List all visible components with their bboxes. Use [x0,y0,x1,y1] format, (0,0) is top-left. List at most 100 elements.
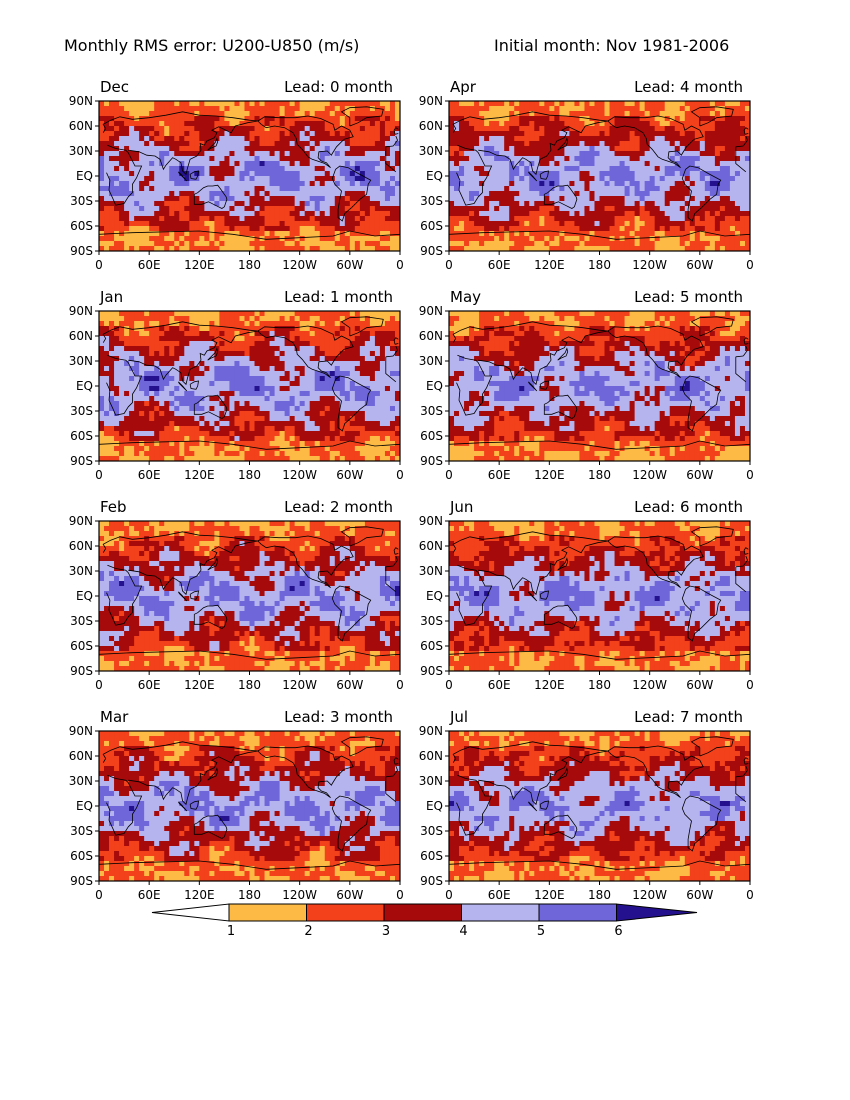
field-cell [249,556,256,562]
field-cell [99,541,105,547]
field-cell [184,196,190,202]
field-cell [359,236,366,242]
field-cell [189,106,195,112]
field-cell [219,586,226,592]
field-cell [319,596,326,602]
field-cell [264,441,271,447]
field-cell [134,526,140,532]
field-cell [249,426,256,432]
field-cell [184,116,190,122]
field-cell [309,581,316,587]
field-cell [159,356,165,362]
field-cell [349,166,356,172]
coastline-path [393,337,399,345]
field-cell [299,541,306,547]
field-cell [119,541,125,547]
field-cell [344,311,351,317]
field-cell [359,211,366,217]
field-cell [124,601,130,607]
field-cell [364,601,371,607]
field-cell [119,436,125,442]
field-cell [204,321,210,327]
field-cell [289,456,296,461]
field-cell [269,136,276,142]
field-cell [254,191,261,197]
field-cell [244,396,251,402]
field-cell [324,376,331,382]
field-cell [374,356,381,362]
field-cell [154,556,160,562]
field-cell [269,596,276,602]
field-cell [359,591,366,597]
field-cell [129,361,135,367]
field-cell [159,171,165,177]
field-cell [244,421,251,427]
field-cell [339,381,346,387]
field-cell [294,441,301,447]
field-cell [119,591,125,597]
field-cell [189,381,195,387]
field-cell [339,386,346,392]
field-cell [154,436,160,442]
field-cell [374,366,381,372]
field-cell [334,426,341,432]
field-cell [319,316,326,322]
field-cell [369,346,376,352]
field-cell [224,221,231,227]
field-cell [254,601,261,607]
field-cell [269,581,276,587]
field-cell [384,451,391,457]
field-cell [114,111,120,117]
field-cell [329,221,336,227]
field-cell [334,311,341,317]
field-cell [169,441,175,447]
field-cell [99,216,105,222]
field-cell [174,566,180,572]
field-cell [389,386,396,392]
field-cell [164,526,170,532]
field-cell [324,436,331,442]
field-cell [104,396,110,402]
field-cell [194,201,200,207]
lon-tick-label: 60E [138,258,161,272]
field-cell [219,436,226,442]
field-cell [259,611,266,617]
field-cell [164,386,170,392]
field-cell [269,146,276,152]
field-cell [129,341,135,347]
field-cell [304,406,311,412]
field-cell [134,161,140,167]
field-cell [334,346,341,352]
field-cell [234,316,241,322]
field-cell [269,176,276,182]
field-cell [249,156,256,162]
field-cell [174,561,180,567]
field-cell [254,526,261,532]
field-cell [254,341,261,347]
field-cell [334,421,341,427]
field-cell [294,191,301,197]
field-cell [234,346,241,352]
field-cell [199,121,205,127]
field-cell [189,126,195,132]
field-cell [299,346,306,352]
field-cell [374,231,381,237]
field-cell [99,381,105,387]
field-cell [149,426,155,432]
field-cell [389,366,396,372]
field-cell [339,526,346,532]
field-cell [224,111,231,117]
field-cell [129,146,135,152]
field-cell [334,246,341,251]
field-cell [244,441,251,447]
field-cell [259,336,266,342]
field-cell [199,356,205,362]
field-cell [389,331,396,337]
field-cell [354,161,361,167]
field-cell [194,136,200,142]
field-cell [164,121,170,127]
field-cell [264,331,271,337]
field-cell [304,356,311,362]
field-cell [239,441,246,447]
field-cell [309,371,316,377]
